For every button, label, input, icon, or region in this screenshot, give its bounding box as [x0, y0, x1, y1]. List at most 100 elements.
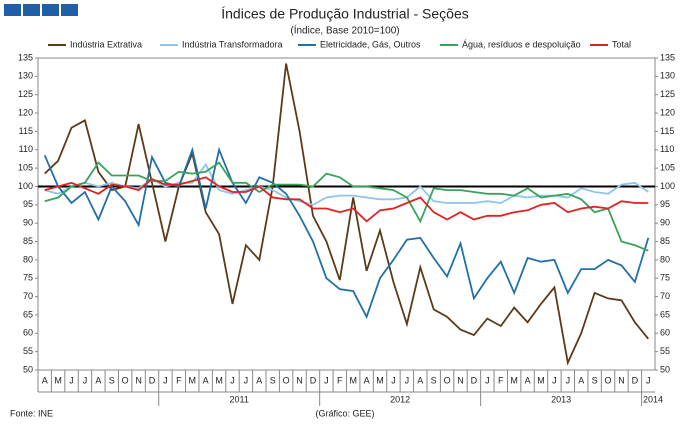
- y2-tick-label: 115: [660, 126, 674, 136]
- y-tick-label: 70: [23, 291, 33, 301]
- x-tick-label: A: [578, 375, 584, 385]
- year-label: 2011: [230, 394, 249, 404]
- x-tick-label: O: [122, 375, 129, 385]
- y-tick-label: 55: [23, 346, 33, 356]
- x-tick-label: J: [69, 375, 74, 385]
- y2-tick-label: 130: [660, 71, 675, 81]
- year-label: 2013: [551, 394, 571, 404]
- y2-tick-label: 85: [660, 236, 670, 246]
- x-tick-label: D: [149, 375, 156, 385]
- x-tick-label: N: [296, 375, 303, 385]
- x-tick-label: J: [324, 375, 329, 385]
- x-tick-label: D: [471, 375, 478, 385]
- x-tick-label: M: [349, 375, 357, 385]
- x-tick-label: O: [283, 375, 290, 385]
- x-tick-label: N: [457, 375, 464, 385]
- series-line: [44, 162, 649, 206]
- x-tick-label: M: [510, 375, 518, 385]
- y-tick-label: 110: [19, 144, 33, 154]
- y-tick-label: 65: [23, 309, 33, 319]
- y2-tick-label: 60: [660, 328, 670, 338]
- y2-tick-label: 120: [660, 107, 675, 117]
- y-tick-label: 130: [18, 71, 33, 81]
- x-tick-label: M: [54, 375, 62, 385]
- legend-label: Total: [612, 39, 631, 49]
- y2-tick-label: 95: [660, 199, 670, 209]
- y2-tick-label: 125: [660, 89, 675, 99]
- x-tick-label: J: [230, 375, 235, 385]
- chart-subtitle: (Índice, Base 2010=100): [290, 24, 399, 37]
- source: Fonte: INE: [10, 408, 53, 418]
- y2-tick-label: 70: [660, 291, 670, 301]
- y2-tick-label: 90: [660, 218, 670, 228]
- x-tick-label: D: [632, 375, 639, 385]
- x-tick-label: S: [270, 375, 276, 385]
- y-tick-label: 105: [18, 162, 33, 172]
- x-tick-label: F: [337, 375, 343, 385]
- y-tick-label: 60: [23, 328, 33, 338]
- y2-tick-label: 55: [660, 346, 670, 356]
- x-tick-label: M: [215, 375, 223, 385]
- y-tick-label: 125: [18, 89, 33, 99]
- x-tick-label: M: [189, 375, 197, 385]
- x-tick-label: J: [83, 375, 88, 385]
- x-tick-label: A: [525, 375, 531, 385]
- series-line: [44, 63, 649, 366]
- y-tick-label: 75: [23, 273, 33, 283]
- x-tick-label: S: [431, 375, 437, 385]
- x-tick-label: S: [109, 375, 115, 385]
- x-tick-label: A: [42, 375, 48, 385]
- legend-label: Água, resíduos e despoluição: [462, 39, 581, 49]
- y-tick-label: 115: [19, 126, 33, 136]
- y2-tick-label: 65: [660, 309, 670, 319]
- x-tick-label: S: [592, 375, 598, 385]
- legend-label: Indústria Extrativa: [70, 39, 142, 49]
- logo-block: [61, 4, 78, 16]
- x-tick-label: A: [256, 375, 262, 385]
- series-line: [43, 146, 650, 320]
- x-tick-label: J: [552, 375, 557, 385]
- y2-tick-label: 75: [660, 273, 670, 283]
- x-tick-label: J: [566, 375, 571, 385]
- chart-title: Índices de Produção Industrial - Seções: [221, 6, 468, 22]
- x-tick-label: F: [498, 375, 504, 385]
- y2-tick-label: 105: [660, 162, 675, 172]
- x-tick-label: F: [176, 375, 182, 385]
- y-tick-label: 95: [23, 199, 33, 209]
- legend-label: Eletricidade, Gás, Outros: [320, 39, 421, 49]
- x-tick-label: A: [95, 375, 101, 385]
- plot-frame: [37, 57, 656, 371]
- y-tick-label: 90: [23, 218, 33, 228]
- x-tick-label: A: [417, 375, 423, 385]
- credit: (Gráfico: GEE): [315, 408, 374, 418]
- x-tick-label: J: [646, 375, 651, 385]
- logo-block: [23, 4, 40, 16]
- series-line: [44, 176, 649, 223]
- y2-tick-label: 110: [660, 144, 674, 154]
- y2-tick-label: 80: [660, 254, 670, 264]
- x-tick-label: A: [203, 375, 209, 385]
- y-tick-label: 135: [18, 52, 33, 62]
- x-tick-label: J: [405, 375, 410, 385]
- x-tick-label: M: [376, 375, 384, 385]
- x-tick-label: J: [485, 375, 490, 385]
- x-tick-label: J: [391, 375, 396, 385]
- y-tick-label: 100: [18, 181, 33, 191]
- legend-label: Indústria Transformadora: [182, 39, 283, 49]
- x-tick-label: J: [244, 375, 249, 385]
- x-tick-label: D: [310, 375, 317, 385]
- x-tick-label: J: [163, 375, 168, 385]
- x-tick-label: N: [618, 375, 625, 385]
- x-tick-label: N: [135, 375, 142, 385]
- x-tick-label: M: [537, 375, 545, 385]
- y-tick-label: 80: [23, 254, 33, 264]
- y2-tick-label: 50: [660, 364, 670, 374]
- y-tick-label: 50: [23, 364, 33, 374]
- logo-block: [42, 4, 59, 16]
- series-line: [44, 161, 649, 252]
- year-label: 2012: [390, 394, 410, 404]
- logo-block: [4, 4, 21, 16]
- y2-tick-label: 100: [660, 181, 675, 191]
